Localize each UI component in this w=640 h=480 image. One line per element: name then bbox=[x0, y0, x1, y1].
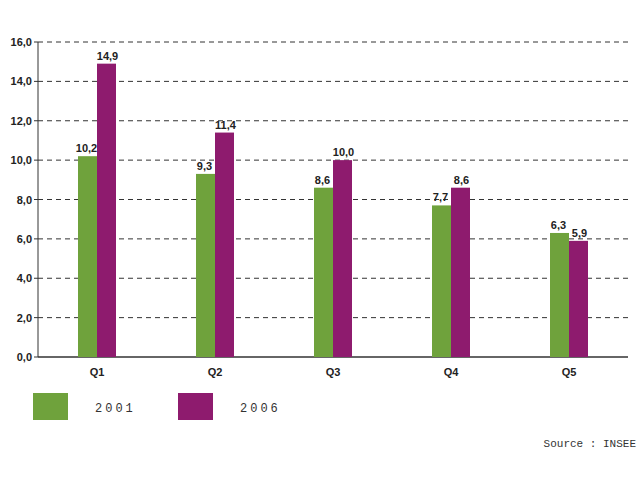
bar bbox=[314, 188, 333, 357]
y-axis bbox=[38, 42, 39, 357]
bar bbox=[333, 160, 352, 357]
data-label: 5,9 bbox=[572, 227, 587, 239]
tick-mark bbox=[34, 120, 38, 121]
tick-label: 12,0 bbox=[11, 115, 32, 127]
data-label: 11,4 bbox=[215, 119, 237, 131]
data-label: 7,7 bbox=[433, 191, 448, 203]
tick-label: 6,0 bbox=[17, 233, 32, 245]
bar bbox=[196, 174, 215, 357]
tick-label: 4,0 bbox=[17, 272, 32, 284]
data-label: 10,2 bbox=[76, 142, 97, 154]
tick-mark bbox=[34, 317, 38, 318]
data-label: 10,0 bbox=[333, 146, 354, 158]
tick-label: 16,0 bbox=[11, 36, 32, 48]
category-label: Q2 bbox=[208, 366, 223, 378]
tick-mark bbox=[34, 42, 38, 43]
tick-mark bbox=[34, 278, 38, 279]
source-note: Source : INSEE bbox=[544, 438, 637, 450]
bar bbox=[78, 156, 97, 357]
bar bbox=[569, 241, 588, 357]
grid-line bbox=[38, 81, 628, 82]
tick-label: 0,0 bbox=[17, 351, 32, 363]
chart-svg: 0,0 2,0 4,0 6,0 8,0 10,0 12,0 14,0 16,0 Q1 10,2 14,… bbox=[0, 0, 640, 480]
bars bbox=[78, 64, 588, 357]
legend-swatch bbox=[178, 393, 213, 420]
legend-label: 2006 bbox=[240, 402, 281, 416]
data-label: 14,9 bbox=[97, 50, 118, 62]
tick-label: 8,0 bbox=[17, 194, 32, 206]
tick-label: 14,0 bbox=[11, 75, 32, 87]
tick-mark bbox=[34, 199, 38, 200]
bar bbox=[97, 64, 116, 357]
bar bbox=[451, 188, 470, 357]
bar bbox=[215, 133, 234, 357]
grid-line bbox=[38, 120, 628, 121]
chart-container: 0,0 2,0 4,0 6,0 8,0 10,0 12,0 14,0 16,0 Q1 10,2 14,… bbox=[0, 0, 640, 480]
legend-label: 2001 bbox=[95, 402, 136, 416]
tick-mark bbox=[34, 160, 38, 161]
tick-mark bbox=[34, 357, 38, 358]
data-label: 6,3 bbox=[551, 219, 566, 231]
category-label: Q1 bbox=[90, 366, 105, 378]
data-label: 8,6 bbox=[315, 174, 330, 186]
bar bbox=[550, 233, 569, 357]
tick-label: 2,0 bbox=[17, 312, 32, 324]
tick-label: 10,0 bbox=[11, 154, 32, 166]
category-label: Q4 bbox=[444, 366, 460, 378]
tick-mark bbox=[34, 81, 38, 82]
data-label: 9,3 bbox=[197, 160, 212, 172]
bar bbox=[432, 205, 451, 357]
category-label: Q5 bbox=[562, 366, 577, 378]
data-label: 8,6 bbox=[454, 174, 469, 186]
tick-mark bbox=[34, 238, 38, 239]
grid-line bbox=[38, 42, 628, 43]
category-label: Q3 bbox=[326, 366, 341, 378]
legend-swatch bbox=[33, 393, 68, 420]
